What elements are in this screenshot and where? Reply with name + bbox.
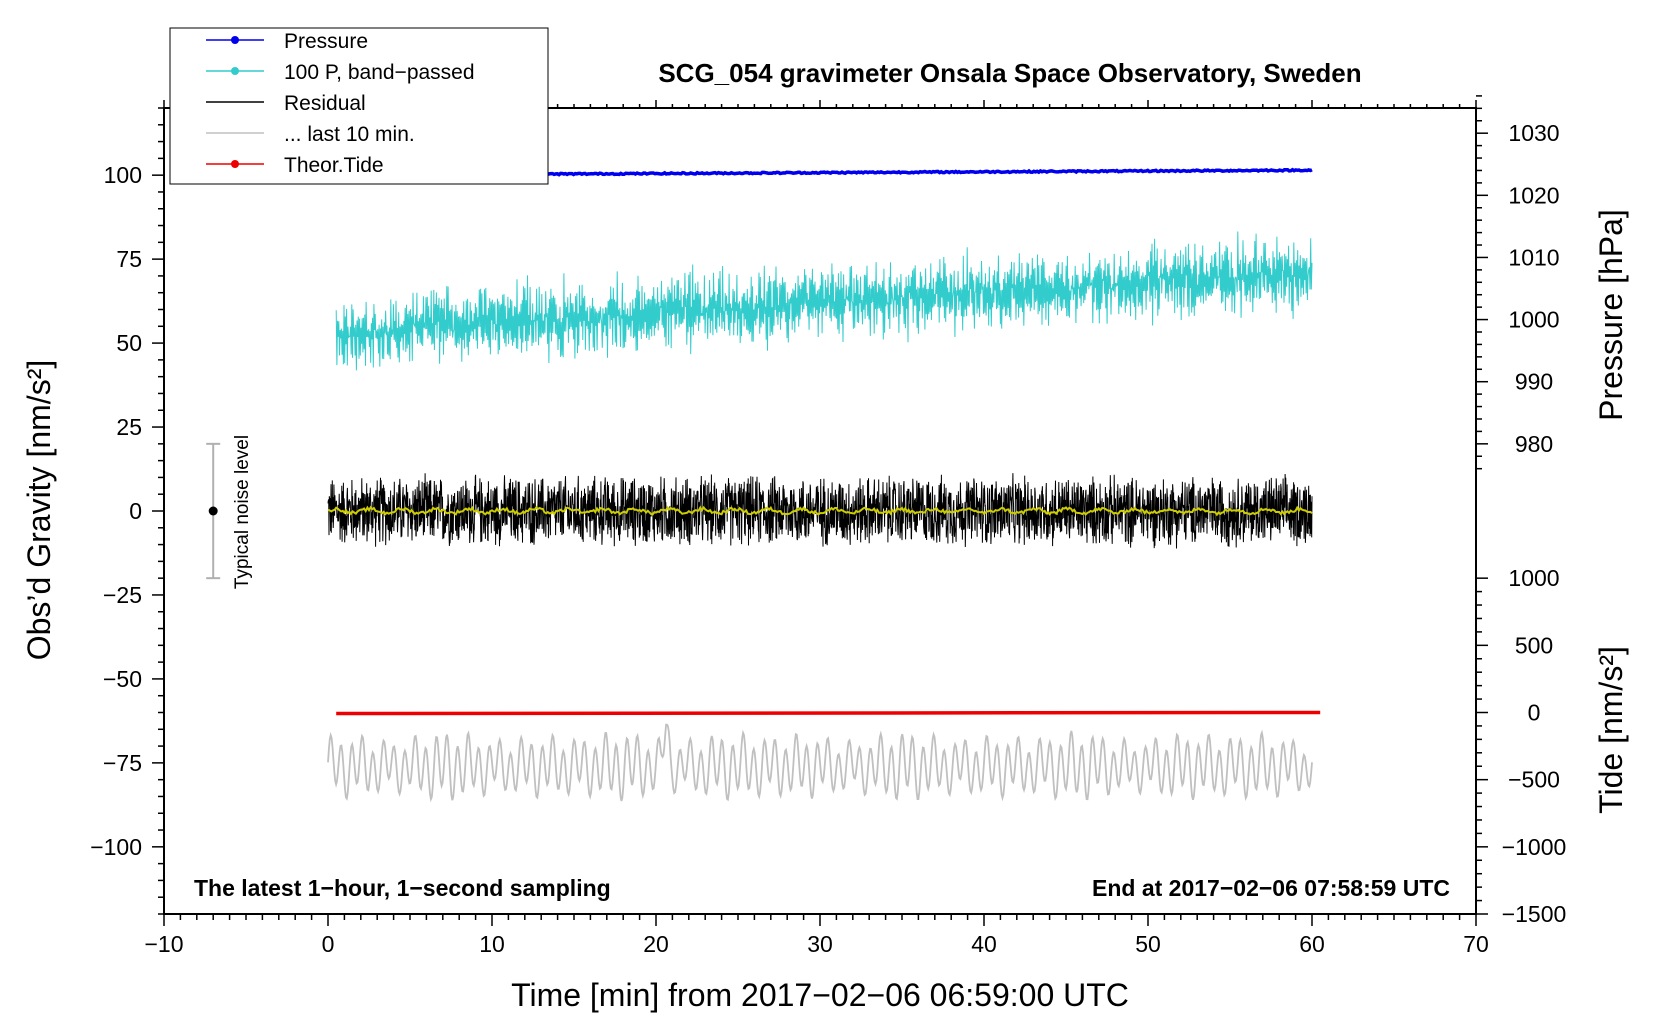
x-tick-label: 50 (1135, 931, 1161, 957)
y-tick-label: −100 (90, 834, 142, 860)
pressure-tick-label: 990 (1515, 369, 1553, 395)
x-tick-label: 70 (1463, 931, 1489, 957)
x-tick-label: 10 (479, 931, 505, 957)
pressure-tick-label: 1000 (1508, 307, 1559, 333)
x-tick-label: −10 (144, 931, 183, 957)
x-tick-label: 30 (807, 931, 833, 957)
y-tick-label: 0 (129, 498, 142, 524)
series-last-10-min (327, 723, 1313, 803)
legend-label: Theor.Tide (284, 154, 384, 177)
noise-bar-center (208, 506, 218, 516)
y-tick-label: −25 (103, 582, 142, 608)
tide-tick-label: 1000 (1508, 565, 1559, 591)
legend-marker (231, 36, 239, 44)
tide-tick-label: −1500 (1502, 901, 1567, 927)
y-axis-title-left: Obs’d Gravity [nm/s²] (21, 360, 57, 661)
y-tick-label: 25 (116, 414, 142, 440)
series-layer (327, 167, 1321, 803)
x-axis-title: Time [min] from 2017−02−06 06:59:00 UTC (511, 977, 1129, 1013)
pressure-tick-label: 980 (1515, 431, 1553, 457)
pressure-axis-ticks: 980 990 1000 1010 1020 1030 (1476, 95, 1560, 470)
annotation-end-time: End at 2017−02−06 07:58:59 UTC (1092, 875, 1450, 901)
y-tick-label: 75 (116, 246, 142, 272)
pressure-tick-label: 1010 (1508, 244, 1559, 270)
series-theor-tide (336, 710, 1321, 716)
legend-label: Pressure (284, 30, 368, 53)
y-tick-label: 100 (104, 162, 142, 188)
chart-title: SCG_054 gravimeter Onsala Space Observat… (658, 58, 1361, 88)
y-axis-title-tide: Tide [nm/s²] (1593, 646, 1629, 814)
legend-label: 100 P, band−passed (284, 61, 475, 84)
series-residual-smoothed (327, 505, 1313, 517)
noise-label: Typical noise level (232, 435, 253, 589)
tide-tick-label: 0 (1528, 700, 1541, 726)
x-tick-label: 20 (643, 931, 669, 957)
y-tick-label: −75 (103, 750, 142, 776)
tide-tick-label: 500 (1515, 632, 1553, 658)
legend: Pressure 100 P, band−passed Residual ... la… (169, 27, 549, 185)
x-tick-label: 40 (971, 931, 997, 957)
pressure-tick-label: 1020 (1508, 182, 1559, 208)
x-tick-label: 60 (1299, 931, 1325, 957)
tide-axis-ticks: −1500 −1000 −500 0 500 1000 (1476, 565, 1566, 927)
y-tick-label: −50 (103, 666, 142, 692)
legend-label: Residual (284, 92, 366, 115)
y-tick-label: 50 (116, 330, 142, 356)
legend-marker (231, 67, 239, 75)
x-tick-label: 0 (322, 931, 335, 957)
y-axis-title-pressure: Pressure [hPa] (1593, 209, 1629, 421)
series-band-passed (335, 231, 1313, 371)
legend-box (169, 27, 549, 185)
y-axis-ticks: −100 −75 −50 −25 0 25 50 75 100 (90, 107, 164, 915)
noise-bar (206, 442, 221, 580)
legend-marker (231, 160, 239, 168)
annotation-sampling: The latest 1−hour, 1−second sampling (194, 875, 611, 901)
pressure-tick-label: 1030 (1508, 120, 1559, 146)
tide-tick-label: −1000 (1502, 834, 1567, 860)
legend-label: ... last 10 min. (284, 123, 415, 146)
tide-tick-label: −500 (1508, 767, 1560, 793)
